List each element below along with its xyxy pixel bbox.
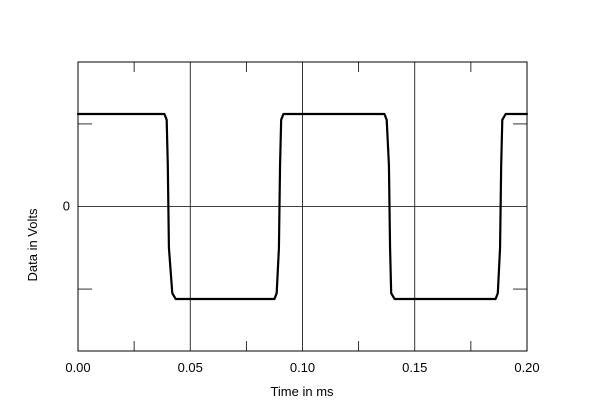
y-tick-label: 0 <box>63 199 70 214</box>
x-axis-label: Time in ms <box>270 384 334 399</box>
series-line <box>76 112 529 301</box>
series <box>76 112 529 301</box>
x-tick-label: 0.20 <box>514 360 539 375</box>
x-tick-label: 0.05 <box>178 360 203 375</box>
x-tick-label: 0.10 <box>290 360 315 375</box>
axis-ticks <box>78 62 527 351</box>
x-tick-label: 0.00 <box>65 360 90 375</box>
x-tick-label: 0.15 <box>402 360 427 375</box>
y-axis-label: Data in Volts <box>25 208 40 281</box>
plot-frame <box>77 61 528 352</box>
tick-labels: 0.00 0.05 0.10 0.15 0.20 0 <box>63 199 540 376</box>
grid <box>78 62 527 351</box>
